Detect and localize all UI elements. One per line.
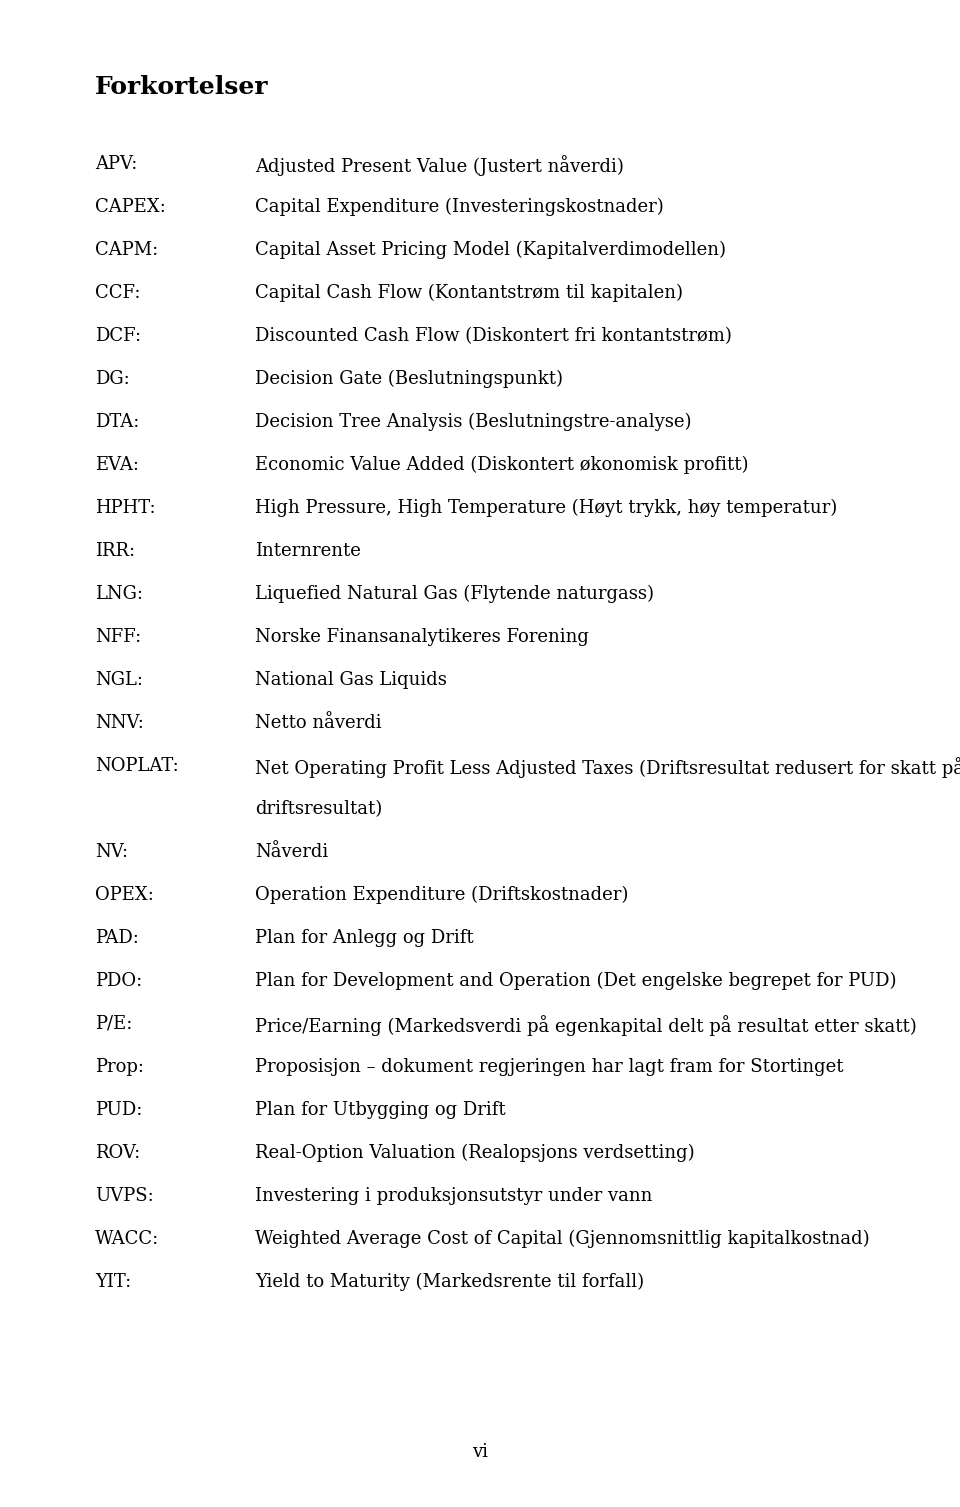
Text: Decision Gate (Beslutningspunkt): Decision Gate (Beslutningspunkt) [255, 371, 563, 389]
Text: HPHT:: HPHT: [95, 499, 156, 517]
Text: Forkortelser: Forkortelser [95, 75, 269, 99]
Text: DG:: DG: [95, 371, 130, 387]
Text: High Pressure, High Temperature (Høyt trykk, høy temperatur): High Pressure, High Temperature (Høyt tr… [255, 499, 837, 517]
Text: PUD:: PUD: [95, 1102, 142, 1120]
Text: Proposisjon – dokument regjeringen har lagt fram for Stortinget: Proposisjon – dokument regjeringen har l… [255, 1058, 844, 1076]
Text: Internrente: Internrente [255, 543, 361, 561]
Text: vi: vi [472, 1444, 488, 1460]
Text: Adjusted Present Value (Justert nåverdi): Adjusted Present Value (Justert nåverdi) [255, 155, 624, 176]
Text: driftsresultat): driftsresultat) [255, 800, 382, 818]
Text: NGL:: NGL: [95, 671, 143, 689]
Text: Norske Finansanalytikeres Forening: Norske Finansanalytikeres Forening [255, 628, 588, 647]
Text: Operation Expenditure (Driftskostnader): Operation Expenditure (Driftskostnader) [255, 886, 629, 904]
Text: ROV:: ROV: [95, 1144, 140, 1162]
Text: OPEX:: OPEX: [95, 886, 154, 904]
Text: WACC:: WACC: [95, 1230, 159, 1248]
Text: Capital Cash Flow (Kontantstrøm til kapitalen): Capital Cash Flow (Kontantstrøm til kapi… [255, 283, 683, 303]
Text: Investering i produksjonsutstyr under vann: Investering i produksjonsutstyr under va… [255, 1188, 653, 1206]
Text: Price/Earning (Markedsverdi på egenkapital delt på resultat etter skatt): Price/Earning (Markedsverdi på egenkapit… [255, 1016, 917, 1035]
Text: NFF:: NFF: [95, 628, 141, 647]
Text: LNG:: LNG: [95, 585, 143, 603]
Text: Yield to Maturity (Markedsrente til forfall): Yield to Maturity (Markedsrente til forf… [255, 1273, 644, 1291]
Text: CCF:: CCF: [95, 283, 140, 301]
Text: Weighted Average Cost of Capital (Gjennomsnittlig kapitalkostnad): Weighted Average Cost of Capital (Gjenno… [255, 1230, 870, 1248]
Text: Plan for Development and Operation (Det engelske begrepet for PUD): Plan for Development and Operation (Det … [255, 972, 897, 990]
Text: NOPLAT:: NOPLAT: [95, 757, 179, 775]
Text: PDO:: PDO: [95, 972, 142, 990]
Text: Capital Asset Pricing Model (Kapitalverdimodellen): Capital Asset Pricing Model (Kapitalverd… [255, 241, 726, 259]
Text: YIT:: YIT: [95, 1273, 132, 1291]
Text: CAPM:: CAPM: [95, 241, 158, 259]
Text: Discounted Cash Flow (Diskontert fri kontantstrøm): Discounted Cash Flow (Diskontert fri kon… [255, 327, 732, 345]
Text: IRR:: IRR: [95, 543, 135, 561]
Text: NV:: NV: [95, 842, 128, 860]
Text: UVPS:: UVPS: [95, 1188, 154, 1206]
Text: Plan for Utbygging og Drift: Plan for Utbygging og Drift [255, 1102, 506, 1120]
Text: National Gas Liquids: National Gas Liquids [255, 671, 446, 689]
Text: Net Operating Profit Less Adjusted Taxes (Driftsresultat redusert for skatt på: Net Operating Profit Less Adjusted Taxes… [255, 757, 960, 778]
Text: DCF:: DCF: [95, 327, 141, 345]
Text: Capital Expenditure (Investeringskostnader): Capital Expenditure (Investeringskostnad… [255, 197, 663, 216]
Text: APV:: APV: [95, 155, 137, 173]
Text: Decision Tree Analysis (Beslutningstre-analyse): Decision Tree Analysis (Beslutningstre-a… [255, 413, 691, 431]
Text: NNV:: NNV: [95, 714, 144, 732]
Text: Plan for Anlegg og Drift: Plan for Anlegg og Drift [255, 928, 473, 946]
Text: Netto nåverdi: Netto nåverdi [255, 714, 382, 732]
Text: CAPEX:: CAPEX: [95, 197, 166, 216]
Text: Economic Value Added (Diskontert økonomisk profitt): Economic Value Added (Diskontert økonomi… [255, 457, 749, 475]
Text: EVA:: EVA: [95, 457, 139, 475]
Text: Real-Option Valuation (Realopsjons verdsetting): Real-Option Valuation (Realopsjons verds… [255, 1144, 695, 1162]
Text: P/E:: P/E: [95, 1016, 132, 1032]
Text: Prop:: Prop: [95, 1058, 144, 1076]
Text: Nåverdi: Nåverdi [255, 842, 328, 860]
Text: Liquefied Natural Gas (Flytende naturgass): Liquefied Natural Gas (Flytende naturgas… [255, 585, 654, 603]
Text: PAD:: PAD: [95, 928, 139, 946]
Text: DTA:: DTA: [95, 413, 139, 431]
